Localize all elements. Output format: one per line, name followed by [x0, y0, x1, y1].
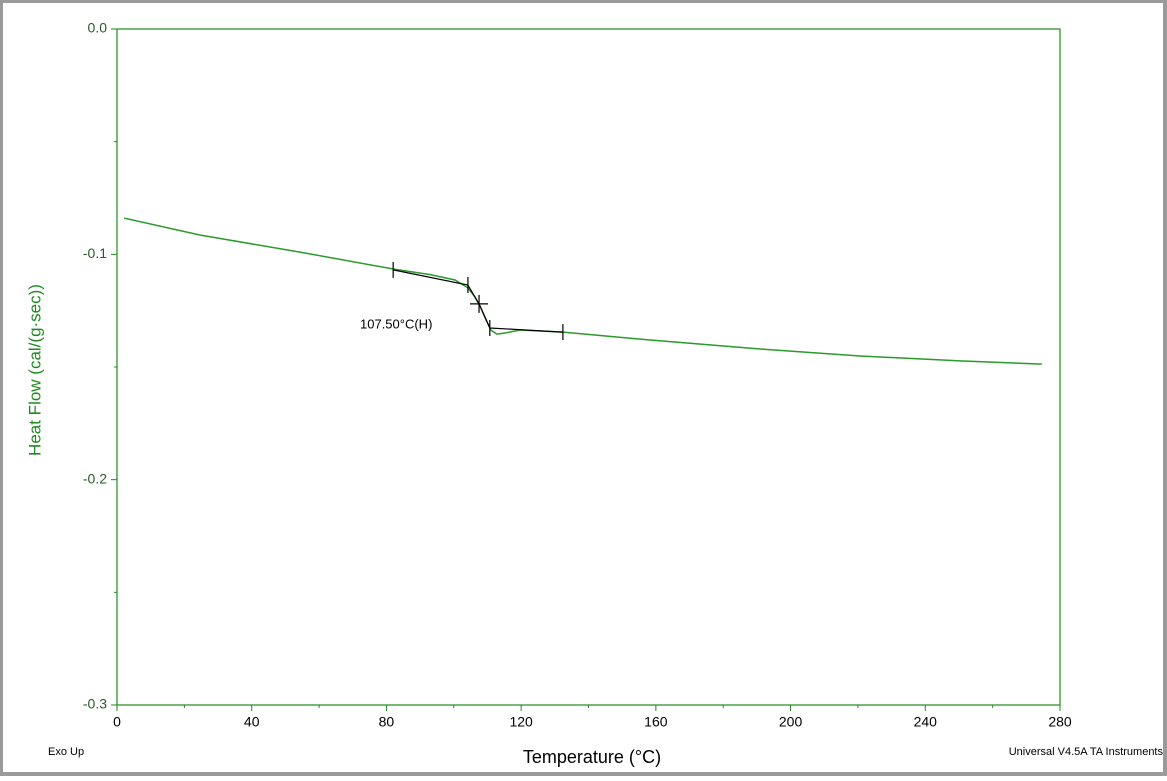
x-tick-label: 80 — [379, 714, 395, 730]
annotation: 107.50°C(H) — [360, 316, 432, 331]
x-tick-label: 0 — [113, 714, 121, 730]
y-tick-label: -0.2 — [83, 470, 107, 486]
x-tick-label: 40 — [244, 714, 260, 730]
x-tick-label: 280 — [1048, 714, 1072, 730]
y-tick-label: -0.1 — [83, 245, 107, 261]
x-tick-label: 240 — [914, 714, 938, 730]
footer-right: Universal V4.5A TA Instruments — [1009, 746, 1164, 758]
x-tick-label: 120 — [509, 714, 533, 730]
analysis-marker — [470, 294, 489, 313]
y-axis-label: Heat Flow (cal/(g·sec)) — [25, 284, 44, 456]
plot-background — [3, 3, 1163, 772]
x-tick-label: 200 — [779, 714, 803, 730]
y-tick-label: -0.3 — [83, 696, 107, 712]
x-tick-label: 160 — [644, 714, 668, 730]
x-axis-label: Temperature (°C) — [523, 747, 661, 767]
y-tick-label: 0.0 — [88, 20, 108, 36]
footer-left: Exo Up — [48, 746, 84, 758]
